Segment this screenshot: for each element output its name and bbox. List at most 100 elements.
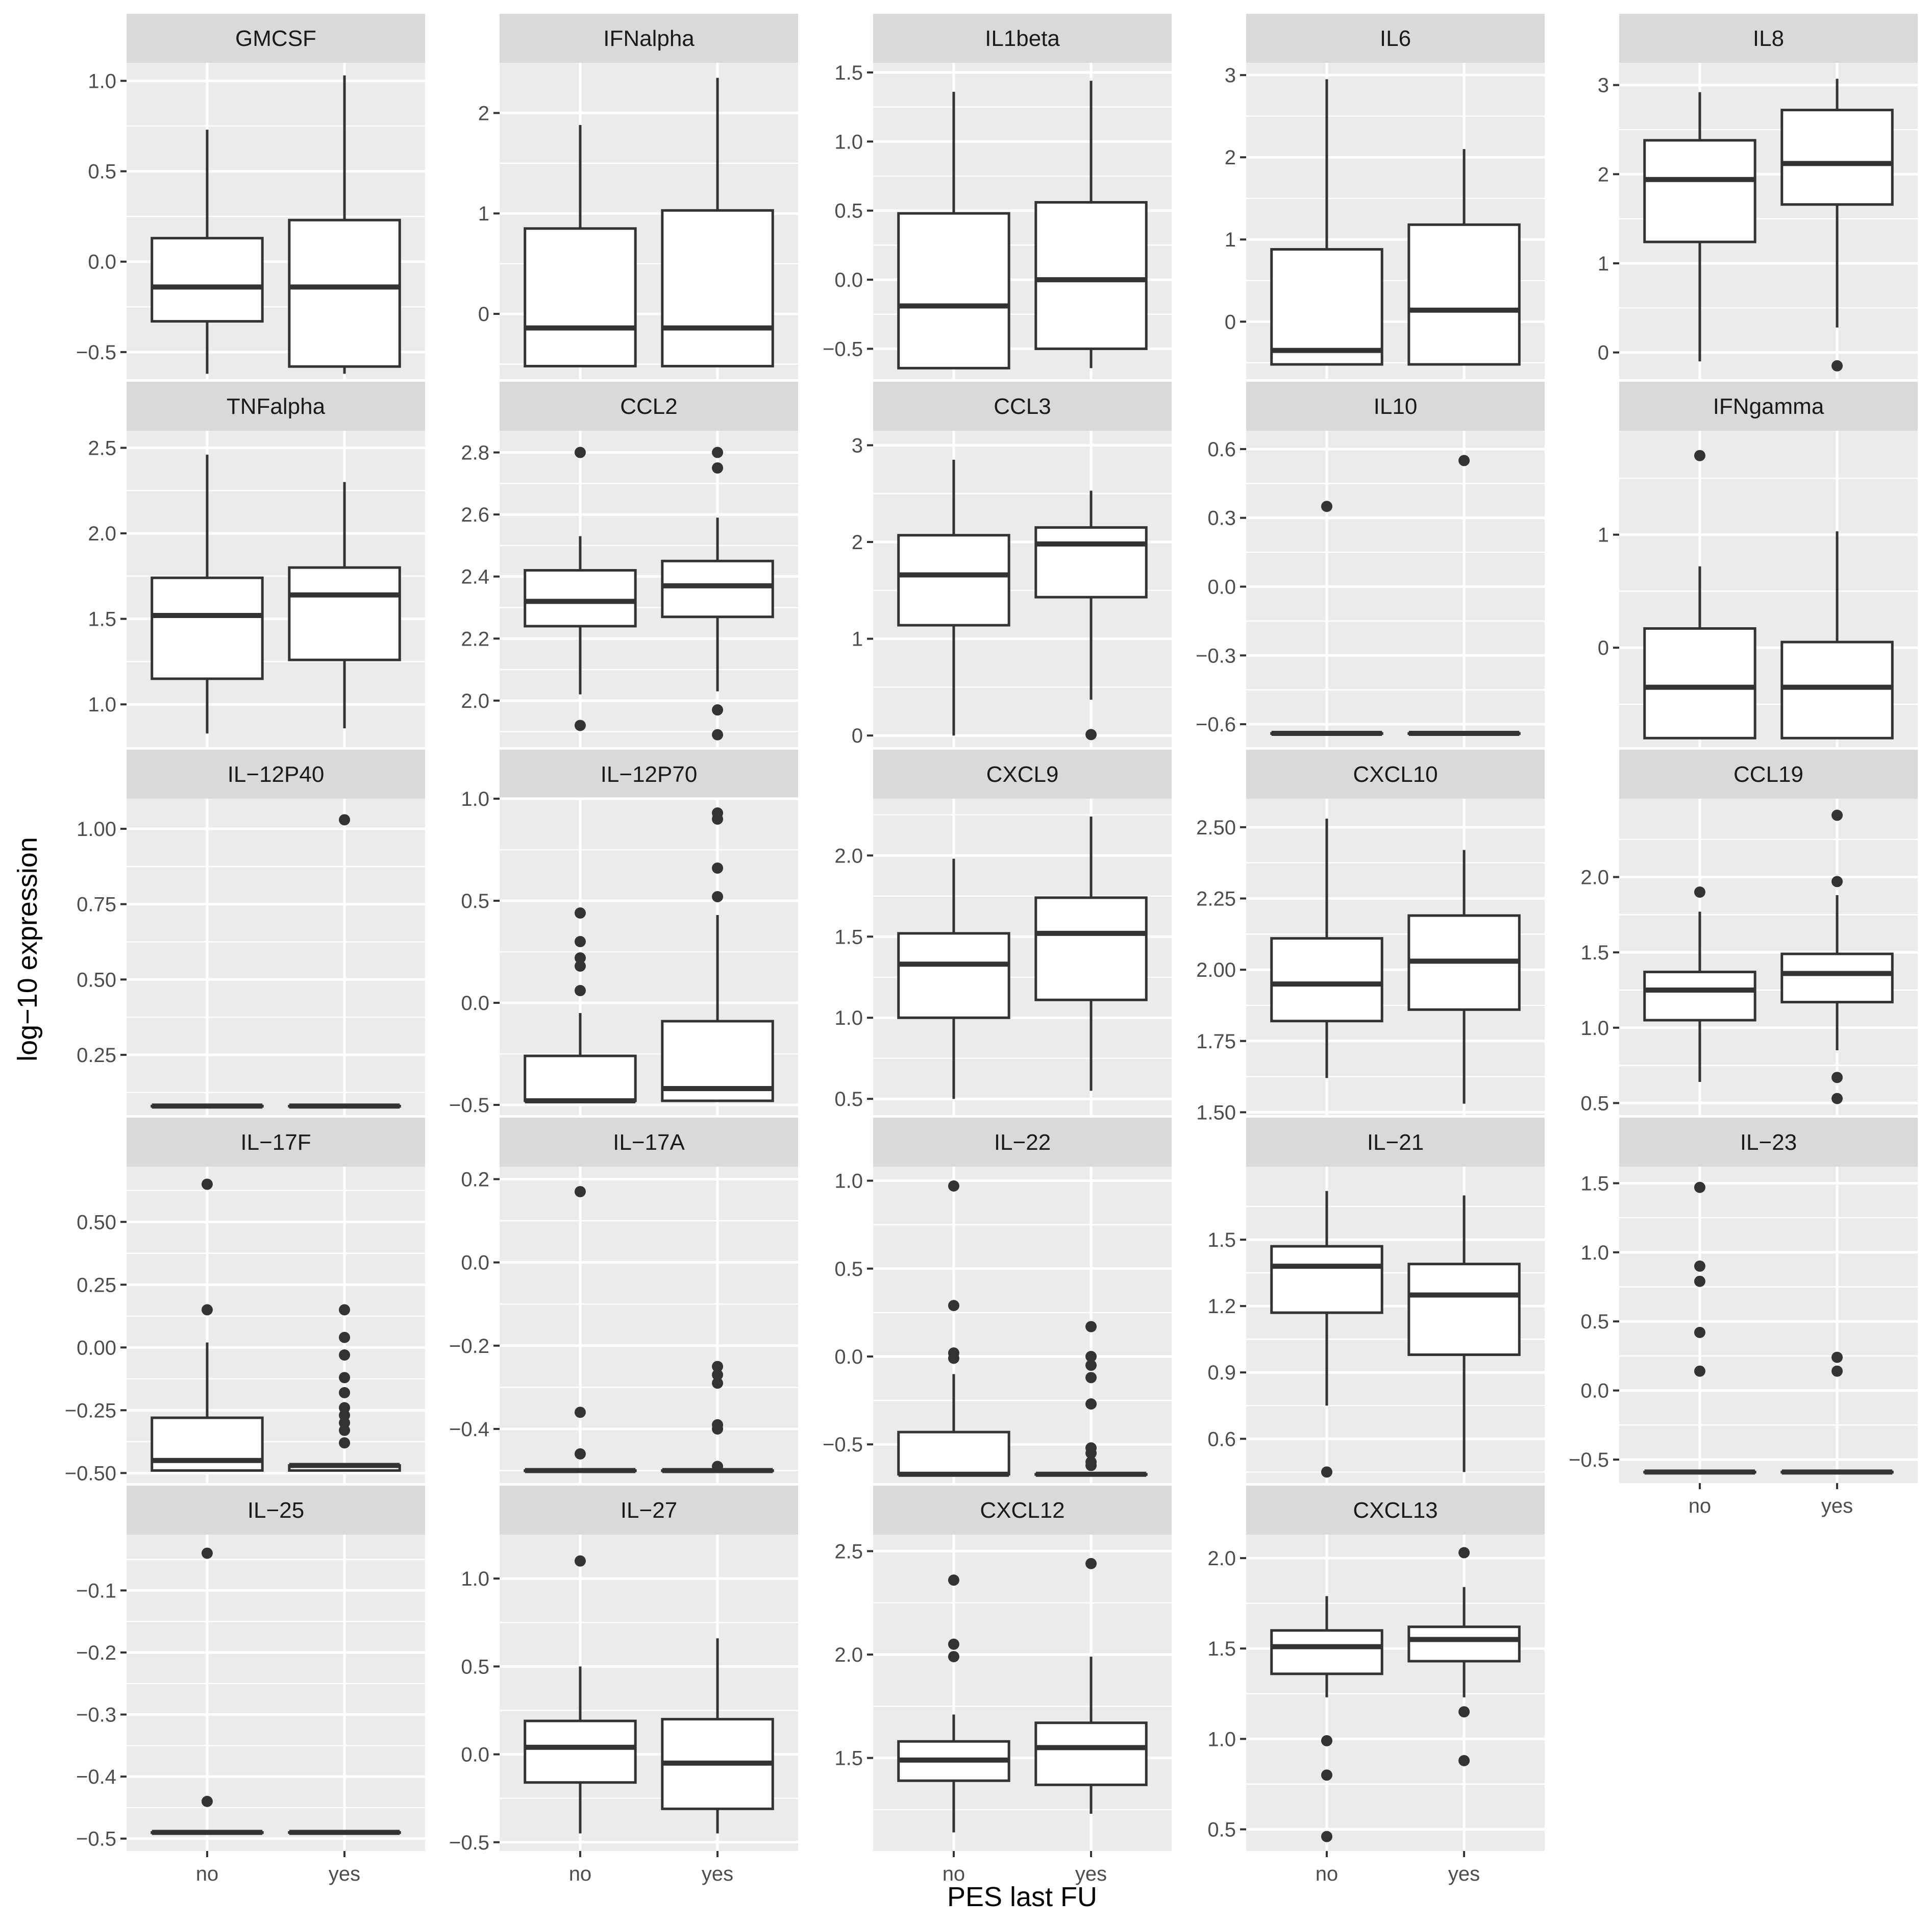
facet-il-23: IL−23 −0.5 0.0 0.5 1.0 1.5 no yes xyxy=(1569,1118,1918,1517)
outlier-point xyxy=(201,1547,213,1559)
y-tick-label: 0.0 xyxy=(1207,576,1236,599)
facet-strip xyxy=(127,1118,425,1167)
y-tick-label: 3 xyxy=(1225,64,1236,87)
outlier-point xyxy=(948,1352,959,1364)
box-yes xyxy=(288,482,401,729)
facet-strip-label: IL−12P70 xyxy=(601,762,698,787)
iqr-box xyxy=(1780,640,1894,739)
facet-strip xyxy=(127,1486,425,1535)
y-tick-label: 1.5 xyxy=(1580,1172,1609,1195)
facet-il8: IL8 0 1 2 3 xyxy=(1598,14,1918,379)
outlier-point xyxy=(712,1461,724,1472)
outlier-point xyxy=(1085,1360,1097,1371)
iqr-box xyxy=(1407,223,1521,366)
outlier-point xyxy=(1321,1466,1332,1478)
outlier-point xyxy=(574,907,586,919)
y-tick-label: 1.2 xyxy=(1207,1295,1236,1318)
iqr-box xyxy=(1034,1721,1148,1786)
iqr-box xyxy=(1034,201,1148,350)
y-tick-label: 0 xyxy=(1598,637,1609,659)
y-tick-label: −0.5 xyxy=(76,341,116,364)
iqr-box xyxy=(897,1430,1010,1476)
box-no xyxy=(897,1180,1010,1477)
iqr-box xyxy=(1407,1625,1521,1663)
facet-strip-label: CCL3 xyxy=(994,394,1051,419)
y-tick-label: 0 xyxy=(852,725,863,747)
iqr-box xyxy=(1643,971,1756,1022)
y-tick-label: 2.5 xyxy=(88,437,116,460)
facet-strip-label: IL6 xyxy=(1380,26,1411,51)
x-tick-label: no xyxy=(1689,1495,1712,1517)
outlier-point xyxy=(948,1638,959,1650)
y-tick-label: 2.6 xyxy=(461,504,489,526)
outlier-point xyxy=(712,704,724,716)
outlier-point xyxy=(339,1304,351,1316)
iqr-box xyxy=(524,1719,637,1784)
facet-strip xyxy=(127,14,425,63)
facet-ifnalpha: IFNalpha 0 1 2 xyxy=(478,14,798,379)
outlier-point xyxy=(574,985,586,996)
box-no xyxy=(151,1547,264,1835)
y-tick-label: 1.5 xyxy=(1580,942,1609,964)
box-no xyxy=(1643,450,1756,739)
box-no xyxy=(1270,501,1383,736)
outlier-point xyxy=(948,1574,959,1586)
facet-strip xyxy=(500,1118,798,1167)
box-yes xyxy=(1407,1195,1521,1472)
facet-strip-label: IL10 xyxy=(1374,394,1418,419)
facet-ccl2: CCL2 2.0 2.2 2.4 2.6 2.8 xyxy=(461,382,798,747)
outlier-point xyxy=(574,1186,586,1197)
outlier-point xyxy=(574,1448,586,1460)
y-tick-label: −0.5 xyxy=(823,338,863,360)
outlier-point xyxy=(948,1180,959,1192)
box-yes xyxy=(1407,1547,1521,1766)
outlier-point xyxy=(574,720,586,731)
y-tick-label: 0.00 xyxy=(77,1337,116,1359)
y-tick-label: 2 xyxy=(852,531,863,554)
box-yes xyxy=(1034,490,1148,741)
y-tick-label: 0.25 xyxy=(77,1274,116,1296)
facet-strip-label: CXCL13 xyxy=(1353,1498,1438,1523)
box-no xyxy=(1270,79,1383,366)
facet-cxcl12: CXCL12 1.5 2.0 2.5 no yes xyxy=(834,1486,1172,1885)
y-tick-label: −0.3 xyxy=(76,1704,116,1726)
x-tick-label: no xyxy=(1316,1863,1339,1885)
box-no xyxy=(897,459,1010,736)
iqr-box xyxy=(1270,1245,1383,1314)
iqr-box xyxy=(897,932,1010,1019)
outlier-point xyxy=(1321,501,1332,512)
iqr-box xyxy=(288,566,401,661)
iqr-box xyxy=(151,576,264,680)
y-tick-label: 1 xyxy=(478,203,489,225)
y-tick-label: 0.0 xyxy=(461,992,489,1015)
facet-strip xyxy=(127,750,425,799)
iqr-box xyxy=(1643,139,1756,243)
facet-il-12p40: IL−12P40 0.25 0.50 0.75 1.00 xyxy=(77,750,425,1115)
y-tick-label: 0.9 xyxy=(1207,1362,1236,1384)
y-tick-label: −0.2 xyxy=(76,1642,116,1664)
facet-strip xyxy=(500,382,798,431)
y-tick-label: 0.75 xyxy=(77,894,116,916)
outlier-point xyxy=(712,1361,724,1372)
outlier-point xyxy=(1694,1181,1705,1193)
y-tick-label: 0.2 xyxy=(461,1168,489,1191)
x-tick-label: yes xyxy=(702,1863,733,1885)
facet-il6: IL6 0 1 2 3 xyxy=(1225,14,1545,379)
facet-strip xyxy=(1246,750,1545,799)
y-tick-label: 0.0 xyxy=(1580,1380,1609,1402)
y-tick-label: 0.5 xyxy=(834,200,863,223)
y-tick-label: 0.6 xyxy=(1207,438,1236,461)
panel-background xyxy=(873,1167,1172,1483)
outlier-point xyxy=(1085,1460,1097,1471)
facet-strip xyxy=(873,382,1172,431)
y-tick-label: 0.0 xyxy=(461,1252,489,1274)
iqr-box xyxy=(1407,1263,1521,1356)
outlier-point xyxy=(712,447,724,458)
box-yes xyxy=(1780,1351,1894,1475)
box-yes xyxy=(1780,531,1894,739)
y-tick-label: 0.0 xyxy=(88,251,116,274)
outlier-point xyxy=(1694,1260,1705,1272)
box-no xyxy=(897,91,1010,369)
facet-strip-label: IL1beta xyxy=(985,26,1060,51)
y-tick-label: 1.5 xyxy=(834,62,863,84)
